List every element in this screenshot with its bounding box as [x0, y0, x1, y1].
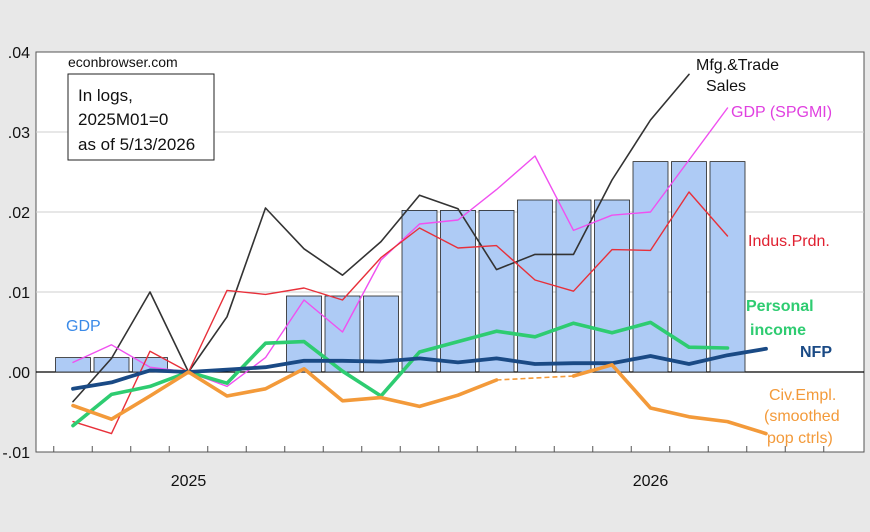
line-civ-empl-smoothed-pop-ctrls-dashed	[496, 375, 574, 381]
line-indus-prdn	[72, 191, 729, 435]
y-tick-label: .03	[8, 125, 30, 142]
note-box: In logs, 2025M01=0 as of 5/13/2026	[67, 73, 215, 161]
line-civ-empl-smoothed-pop-ctrls	[571, 362, 768, 436]
note-line-1: In logs,	[78, 86, 133, 105]
gdp-bar	[440, 209, 476, 373]
label-mfg-trade-line2: Sales	[706, 78, 746, 95]
gdp-bar	[594, 199, 630, 373]
gdp-bar	[55, 357, 91, 373]
series-lines	[71, 73, 768, 436]
note-line-2: 2025M01=0	[78, 110, 168, 129]
source-label: econbrowser.com	[68, 54, 178, 70]
label-mfg-trade-line1: Mfg.&Trade	[696, 57, 779, 74]
x-tick-label: 2026	[633, 473, 669, 490]
note-line-3: as of 5/13/2026	[78, 135, 195, 154]
y-tick-label: .00	[8, 365, 30, 382]
line-civ-empl-smoothed-pop-ctrls	[71, 366, 499, 422]
y-axis: -.01 .00 .01 .02 .03 .04	[2, 45, 30, 462]
label-personal-income-line2: income	[750, 322, 806, 339]
x-tick-label: 2025	[171, 473, 207, 490]
line-mfg-trade-sales	[72, 73, 690, 403]
label-civ-empl-line1: Civ.Empl.	[769, 387, 836, 404]
label-civ-empl-line2: (smoothed	[764, 408, 840, 425]
label-gdp-bars: GDP	[66, 318, 101, 335]
label-indus-prdn: Indus.Prdn.	[748, 233, 830, 250]
y-tick-label: .01	[8, 285, 30, 302]
gdp-bar	[632, 161, 669, 373]
gdp-bar	[555, 199, 592, 373]
label-nfp: NFP	[800, 344, 832, 361]
label-civ-empl-line3: pop ctrls)	[767, 430, 833, 447]
x-axis: 2025 2026	[53, 446, 825, 490]
gdp-bar	[517, 199, 553, 373]
label-personal-income-line1: Personal	[746, 298, 814, 315]
gdp-bar	[478, 209, 515, 373]
gdp-bar	[671, 161, 707, 373]
gdp-bar	[709, 161, 746, 373]
y-tick-label: .02	[8, 205, 30, 222]
y-tick-label: -.01	[2, 445, 30, 462]
series-labels: Mfg.&Trade Sales GDP (SPGMI) Indus.Prdn.…	[66, 57, 840, 447]
label-gdp-spgmi: GDP (SPGMI)	[731, 104, 832, 121]
y-tick-label: .04	[8, 45, 30, 62]
gdp-bar	[93, 357, 130, 373]
